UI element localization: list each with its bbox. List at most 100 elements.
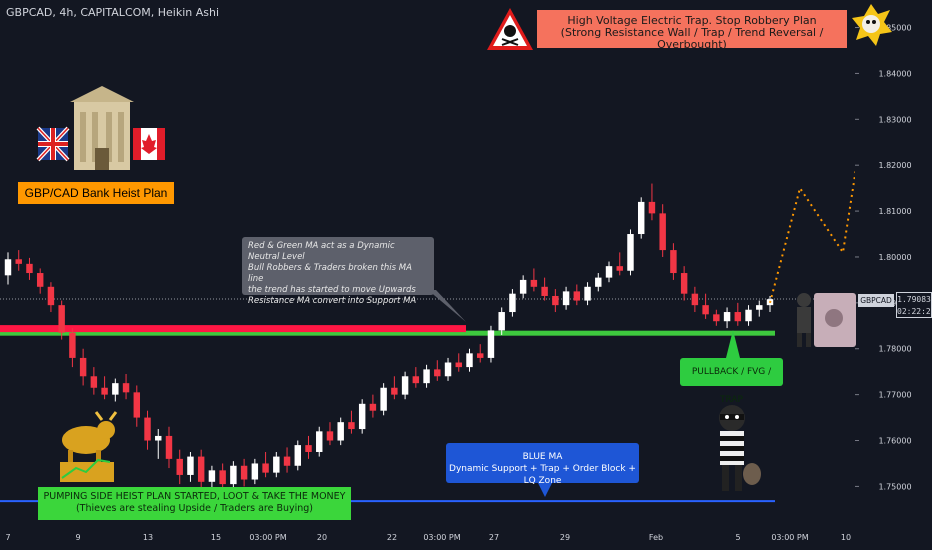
- time-axis-panel: [0, 530, 932, 550]
- x-tick-label: 15: [211, 533, 221, 542]
- bull-icon: [60, 411, 118, 482]
- candle-body: [251, 463, 259, 480]
- candle-body: [509, 293, 516, 313]
- candle-body: [723, 312, 731, 322]
- canada-flag-icon: [133, 128, 165, 160]
- x-tick-label: 29: [560, 533, 570, 542]
- candle-body: [691, 293, 699, 306]
- x-tick-label: 13: [143, 533, 153, 542]
- ma-note-box: Red & Green MA act as a Dynamic Neutral …: [242, 237, 434, 306]
- candle-body: [337, 422, 344, 441]
- thief-with-safe-icon: [797, 293, 856, 347]
- candle-body: [358, 403, 366, 430]
- candle-body: [487, 330, 495, 358]
- candle-body: [573, 291, 581, 301]
- candle-body: [197, 456, 205, 482]
- symbol-title: GBPCAD, 4h, CAPITALCOM, Heikin Ashi: [6, 6, 220, 19]
- x-tick-label: 27: [489, 533, 499, 542]
- candle-body: [133, 392, 141, 418]
- y-tick-label: 1.79000: [878, 299, 911, 308]
- candle-body: [294, 445, 301, 466]
- candle-body: [756, 305, 763, 310]
- x-tick-label: 03:00 PM: [423, 533, 460, 542]
- ma-note-line-4: Resistance MA convert into Support MA: [248, 296, 417, 306]
- blue-ma-box: BLUE MA Dynamic Support + Trap + Order B…: [446, 443, 639, 486]
- candle-body: [670, 250, 677, 274]
- candles: [4, 183, 774, 491]
- warning-skull-icon: [487, 8, 533, 50]
- candle-body: [58, 305, 65, 333]
- candle-body: [144, 417, 151, 441]
- candle-body: [530, 279, 538, 287]
- candle-body: [444, 362, 452, 377]
- green-ma-band: [0, 330, 775, 336]
- candle-body: [659, 213, 666, 251]
- candle-body: [595, 277, 602, 287]
- candle-body: [69, 332, 76, 358]
- x-tick-label: 5: [735, 533, 740, 542]
- candle-body: [230, 465, 237, 485]
- y-tick-label: 1.85000: [878, 24, 911, 33]
- projection-path: [769, 27, 879, 304]
- candle-body: [47, 286, 55, 306]
- candle-body: [90, 376, 98, 388]
- y-tick-label: 1.81000: [878, 207, 911, 216]
- robber-icon: [719, 405, 761, 491]
- candle-body: [584, 286, 591, 301]
- y-tick-label: 1.83000: [878, 115, 911, 124]
- y-tick-label: 1.76000: [878, 437, 911, 446]
- candle-body: [79, 357, 87, 377]
- candle-body: [477, 353, 484, 358]
- candle-body: [283, 456, 291, 466]
- trap-line-2: (Strong Resistance Wall / Trap / Trend R…: [560, 26, 824, 51]
- x-tick-label: 03:00 PM: [249, 533, 286, 542]
- x-tick-label: 03:00 PM: [771, 533, 808, 542]
- candle-body: [176, 458, 183, 475]
- trap-warning-box: High Voltage Electric Trap. Stop Robbery…: [537, 10, 847, 51]
- ma-note-pointer: [428, 290, 466, 322]
- candle-body: [26, 263, 33, 274]
- price-axis-panel: [855, 0, 932, 550]
- bar-countdown: 02:22:29: [897, 307, 932, 316]
- pumping-box: PUMPING SIDE HEIST PLAN STARTED, LOOT & …: [38, 487, 351, 520]
- ma-note-line-1: Red & Green MA act as a Dynamic Neutral …: [248, 241, 395, 262]
- candle-body: [112, 383, 119, 395]
- red-ma-band: [0, 325, 466, 333]
- bank-building-icon: [70, 86, 134, 170]
- candle-body: [4, 259, 12, 276]
- candle-body: [734, 312, 742, 322]
- blue-ma-title: BLUE MA: [522, 452, 563, 462]
- candle-body: [219, 470, 226, 485]
- x-tick-label: 10: [841, 533, 851, 542]
- y-tick-label: 1.82000: [878, 161, 911, 170]
- y-tick-label: 1.75000: [878, 482, 911, 491]
- pumping-line-2: (Thieves are stealing Upside / Traders a…: [75, 503, 314, 514]
- candle-body: [627, 234, 634, 271]
- y-tick-label: 1.77000: [878, 391, 911, 400]
- candle-body: [680, 273, 688, 294]
- candle-body: [101, 387, 108, 395]
- pullback-label: PULLBACK / FVG / TRAP: [680, 358, 783, 405]
- candle-body: [187, 456, 194, 475]
- blue-ma-desc: Dynamic Support + Trap + Order Block + L…: [449, 464, 636, 486]
- candle-body: [369, 403, 377, 411]
- candle-body: [155, 435, 162, 441]
- candle-body: [466, 353, 473, 368]
- candle-body: [305, 445, 312, 452]
- candle-body: [713, 314, 720, 322]
- x-tick-label: 20: [317, 533, 327, 542]
- candle-body: [519, 279, 527, 294]
- uk-flag-icon: [36, 126, 70, 162]
- electric-skull-icon: [852, 4, 892, 46]
- y-tick-label: 1.80000: [878, 253, 911, 262]
- pumping-line-1: PUMPING SIDE HEIST PLAN STARTED, LOOT & …: [43, 491, 346, 502]
- candle-body: [648, 201, 656, 214]
- ma-note-line-2: Bull Robbers & Traders broken this MA li…: [248, 263, 412, 284]
- candle-body: [262, 463, 269, 473]
- candle-body: [348, 422, 355, 430]
- current-price-value: 1.79083: [897, 295, 931, 304]
- candle-body: [423, 369, 430, 384]
- y-tick-label: 1.78000: [878, 345, 911, 354]
- candle-body: [401, 376, 409, 395]
